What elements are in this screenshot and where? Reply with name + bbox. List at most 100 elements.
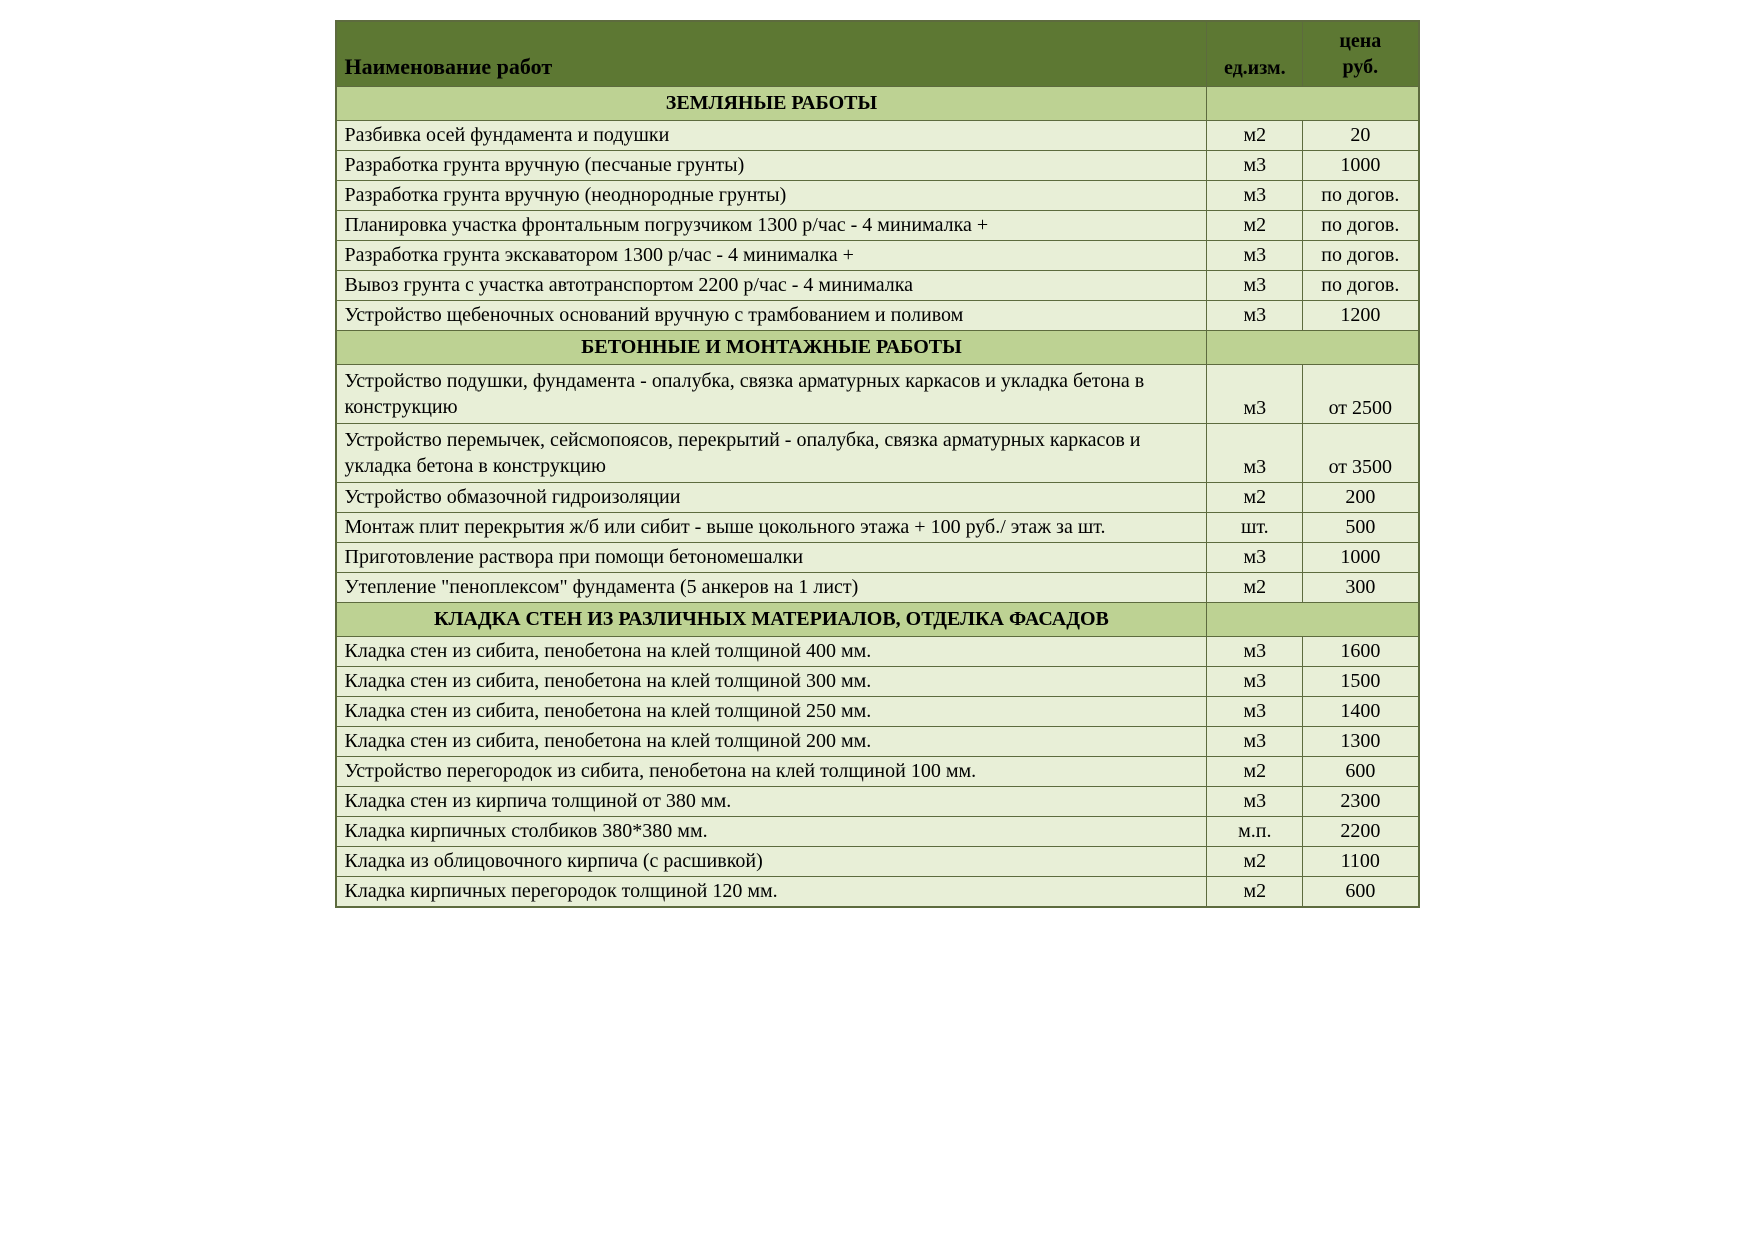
table-row: Кладка кирпичных перегородок толщиной 12… [336,877,1419,908]
row-price: 2200 [1303,817,1419,847]
header-price: цена руб. [1303,21,1419,87]
table-row: Вывоз грунта с участка автотранспортом 2… [336,271,1419,301]
table-row: Кладка стен из сибита, пенобетона на кле… [336,727,1419,757]
table-body: ЗЕМЛЯНЫЕ РАБОТЫРазбивка осей фундамента … [336,87,1419,908]
row-unit: м3 [1207,151,1303,181]
row-name: Кладка стен из кирпича толщиной от 380 м… [336,787,1207,817]
section-title: КЛАДКА СТЕН ИЗ РАЗЛИЧНЫХ МАТЕРИАЛОВ, ОТД… [336,603,1207,637]
row-unit: м2 [1207,757,1303,787]
row-name: Разбивка осей фундамента и подушки [336,121,1207,151]
row-name: Кладка стен из сибита, пенобетона на кле… [336,667,1207,697]
row-unit: м2 [1207,121,1303,151]
row-name: Вывоз грунта с участка автотранспортом 2… [336,271,1207,301]
table-row: Планировка участка фронтальным погрузчик… [336,211,1419,241]
row-price: 1100 [1303,847,1419,877]
header-price-line2: руб. [1343,56,1379,78]
row-unit: м3 [1207,365,1303,424]
table-row: Устройство подушки, фундамента - опалубк… [336,365,1419,424]
row-price: 300 [1303,573,1419,603]
row-unit: м3 [1207,727,1303,757]
row-unit: м3 [1207,787,1303,817]
row-price: 1600 [1303,637,1419,667]
row-price: по догов. [1303,211,1419,241]
section-header-row: КЛАДКА СТЕН ИЗ РАЗЛИЧНЫХ МАТЕРИАЛОВ, ОТД… [336,603,1419,637]
row-unit: м3 [1207,301,1303,331]
row-price: 600 [1303,757,1419,787]
row-unit: м3 [1207,667,1303,697]
row-name: Кладка стен из сибита, пенобетона на кле… [336,727,1207,757]
row-unit: м2 [1207,211,1303,241]
row-price: от 3500 [1303,424,1419,483]
price-table-container: Наименование работ ед.изм. цена руб. ЗЕМ… [335,20,1420,908]
table-row: Устройство обмазочной гидроизоляциим2200 [336,483,1419,513]
header-unit: ед.изм. [1207,21,1303,87]
price-table: Наименование работ ед.изм. цена руб. ЗЕМ… [335,20,1420,908]
row-name: Устройство перемычек, сейсмопоясов, пере… [336,424,1207,483]
row-name: Устройство перегородок из сибита, пенобе… [336,757,1207,787]
row-price: 1000 [1303,543,1419,573]
row-unit: м2 [1207,877,1303,908]
row-price: 1000 [1303,151,1419,181]
table-row: Приготовление раствора при помощи бетоно… [336,543,1419,573]
row-price: 1500 [1303,667,1419,697]
row-unit: м.п. [1207,817,1303,847]
row-name: Утепление "пеноплексом" фундамента (5 ан… [336,573,1207,603]
row-unit: м3 [1207,697,1303,727]
table-row: Кладка кирпичных столбиков 380*380 мм.м.… [336,817,1419,847]
section-title: БЕТОННЫЕ И МОНТАЖНЫЕ РАБОТЫ [336,331,1207,365]
row-price: 2300 [1303,787,1419,817]
row-name: Кладка стен из сибита, пенобетона на кле… [336,637,1207,667]
row-name: Монтаж плит перекрытия ж/б или сибит - в… [336,513,1207,543]
row-unit: шт. [1207,513,1303,543]
row-name: Приготовление раствора при помощи бетоно… [336,543,1207,573]
row-price: 1400 [1303,697,1419,727]
table-row: Разработка грунта экскаватором 1300 р/ча… [336,241,1419,271]
header-name: Наименование работ [336,21,1207,87]
row-price: от 2500 [1303,365,1419,424]
row-price: 600 [1303,877,1419,908]
row-unit: м2 [1207,847,1303,877]
row-price: по догов. [1303,271,1419,301]
row-price: 1300 [1303,727,1419,757]
section-title: ЗЕМЛЯНЫЕ РАБОТЫ [336,87,1207,121]
row-name: Кладка стен из сибита, пенобетона на кле… [336,697,1207,727]
row-unit: м3 [1207,424,1303,483]
row-unit: м2 [1207,483,1303,513]
header-price-line1: цена [1339,30,1381,52]
row-name: Разработка грунта вручную (неоднородные … [336,181,1207,211]
table-row: Кладка стен из кирпича толщиной от 380 м… [336,787,1419,817]
section-header-row: БЕТОННЫЕ И МОНТАЖНЫЕ РАБОТЫ [336,331,1419,365]
row-unit: м3 [1207,543,1303,573]
row-price: 200 [1303,483,1419,513]
section-header-row: ЗЕМЛЯНЫЕ РАБОТЫ [336,87,1419,121]
row-name: Разработка грунта вручную (песчаные грун… [336,151,1207,181]
row-price: 1200 [1303,301,1419,331]
row-unit: м3 [1207,241,1303,271]
row-name: Кладка кирпичных перегородок толщиной 12… [336,877,1207,908]
row-name: Устройство подушки, фундамента - опалубк… [336,365,1207,424]
row-price: по догов. [1303,241,1419,271]
row-name: Планировка участка фронтальным погрузчик… [336,211,1207,241]
section-empty [1207,331,1419,365]
table-row: Разработка грунта вручную (неоднородные … [336,181,1419,211]
table-row: Кладка стен из сибита, пенобетона на кле… [336,697,1419,727]
section-empty [1207,603,1419,637]
table-row: Кладка стен из сибита, пенобетона на кле… [336,667,1419,697]
table-row: Устройство перемычек, сейсмопоясов, пере… [336,424,1419,483]
row-name: Устройство обмазочной гидроизоляции [336,483,1207,513]
row-unit: м3 [1207,271,1303,301]
section-empty [1207,87,1419,121]
table-header-row: Наименование работ ед.изм. цена руб. [336,21,1419,87]
row-price: 20 [1303,121,1419,151]
row-price: по догов. [1303,181,1419,211]
table-row: Разбивка осей фундамента и подушким220 [336,121,1419,151]
row-unit: м2 [1207,573,1303,603]
row-name: Кладка кирпичных столбиков 380*380 мм. [336,817,1207,847]
table-row: Утепление "пеноплексом" фундамента (5 ан… [336,573,1419,603]
table-row: Кладка из облицовочного кирпича (с расши… [336,847,1419,877]
row-price: 500 [1303,513,1419,543]
table-row: Монтаж плит перекрытия ж/б или сибит - в… [336,513,1419,543]
row-unit: м3 [1207,181,1303,211]
row-name: Кладка из облицовочного кирпича (с расши… [336,847,1207,877]
table-row: Разработка грунта вручную (песчаные грун… [336,151,1419,181]
